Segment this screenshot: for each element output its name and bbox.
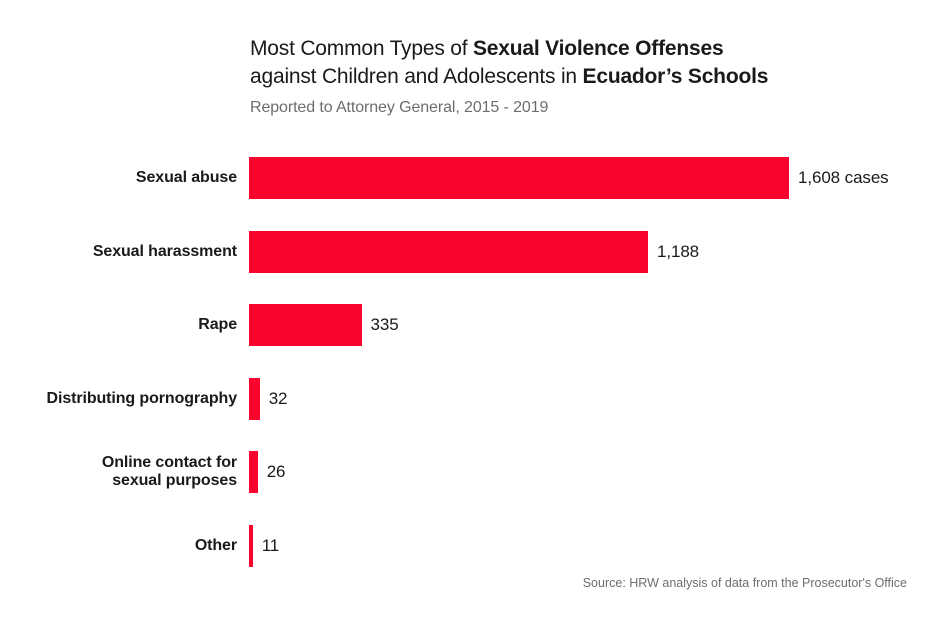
bar: [249, 524, 253, 567]
value-label: 11: [261, 535, 280, 555]
bar: [249, 157, 789, 199]
chart-row: Distributing pornography 32: [0, 377, 946, 420]
bar: [249, 304, 362, 346]
title-line1-bold: Sexual Violence Offenses: [473, 37, 724, 60]
source-note: Source: HRW analysis of data from the Pr…: [582, 576, 907, 590]
chart-header: Most Common Types of Sexual Violence Off…: [250, 35, 900, 118]
value-label: 335: [370, 315, 399, 334]
chart-row: Rape 335: [0, 304, 946, 346]
category-label: Sexual abuse: [135, 169, 237, 186]
title-line-1: Most Common Types of Sexual Violence Off…: [250, 35, 900, 63]
chart-rows: Sexual abuse 1,608 cases Sexual harassment…: [0, 157, 946, 598]
chart-title: Most Common Types of Sexual Violence Off…: [250, 35, 900, 91]
chart-row: Sexual harassment 1,188: [0, 230, 946, 273]
category-label: Rape: [198, 316, 237, 333]
title-line2-bold: Ecuador’s Schools: [582, 65, 769, 88]
chart-row: Online contact for sexual purposes 26: [0, 451, 946, 493]
category-label: Other: [194, 536, 237, 554]
chart-subtitle: Reported to Attorney General, 2015 - 201…: [250, 99, 549, 116]
value-label: 26: [266, 462, 286, 481]
chart-row: Other 11: [0, 524, 946, 567]
value-label: 1,188: [657, 241, 700, 261]
title-line1-regular: Most Common Types of: [250, 37, 473, 60]
title-line-2: against Children and Adolescents in Ecua…: [250, 63, 900, 91]
chart-row: Sexual abuse 1,608 cases: [0, 157, 946, 199]
category-label: Online contact for sexual purposes: [101, 454, 237, 489]
bar: [249, 230, 648, 273]
bar: [249, 377, 260, 420]
value-label: 1,608 cases: [798, 168, 889, 187]
title-line2-regular: against Children and Adolescents in: [250, 65, 583, 88]
category-label: Distributing pornography: [46, 389, 238, 407]
category-label: Sexual harassment: [92, 242, 237, 260]
value-label: 32: [268, 388, 288, 408]
bar: [249, 451, 258, 493]
